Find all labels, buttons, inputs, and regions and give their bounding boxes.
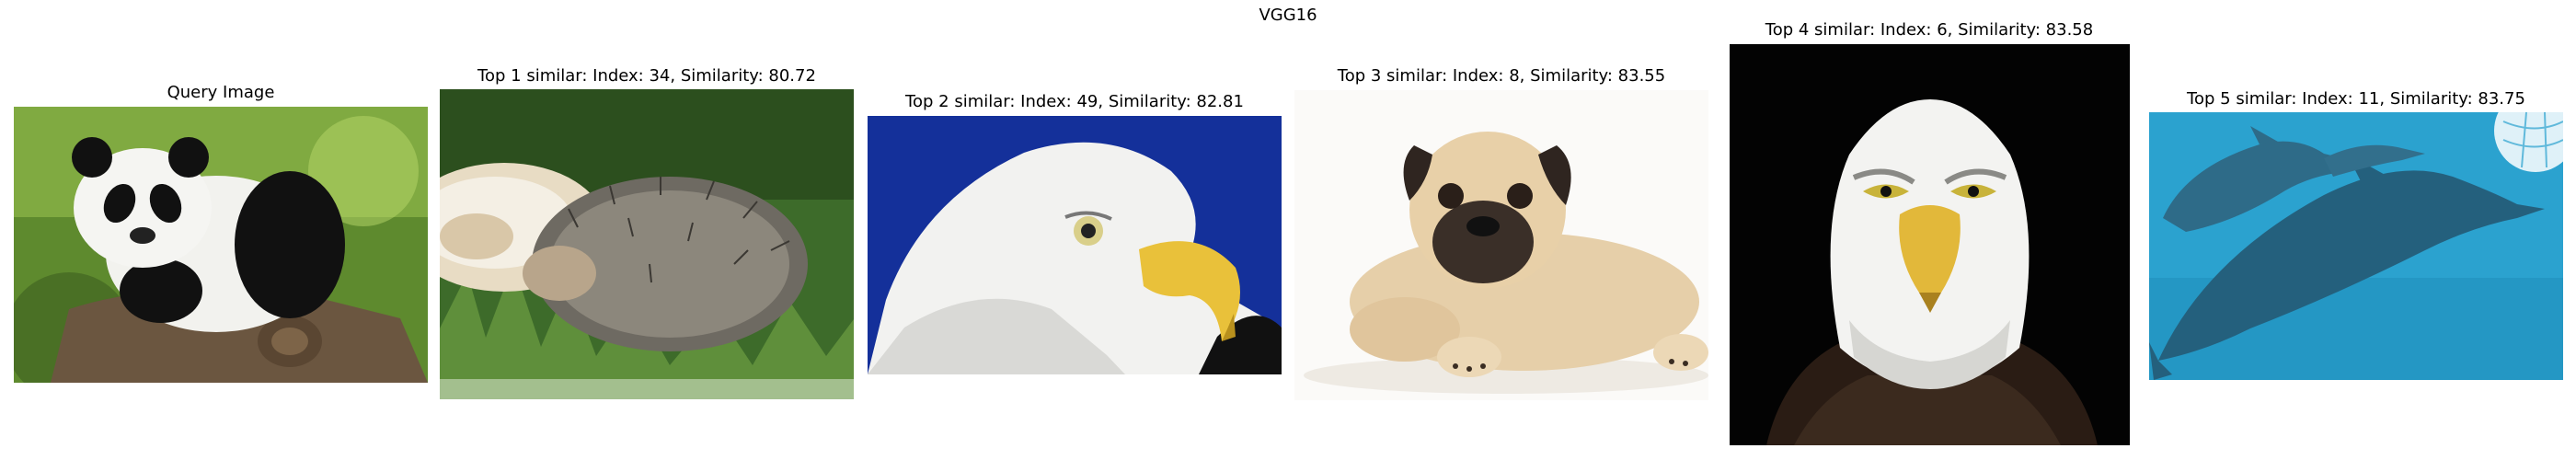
top-1-image-hedgehog <box>440 89 854 399</box>
top-1-title: Top 1 similar: Index: 34, Similarity: 80… <box>477 66 816 86</box>
top-3-title: Top 3 similar: Index: 8, Similarity: 83.… <box>1337 66 1666 86</box>
query-image-panda <box>14 107 428 383</box>
top-4-title: Top 4 similar: Index: 6, Similarity: 83.… <box>1765 20 2094 40</box>
top-4-image-eagle <box>1730 44 2130 445</box>
top-5-image-dolphins <box>2149 112 2563 380</box>
query-image-title: Query Image <box>167 83 275 102</box>
figure-title: VGG16 <box>1259 6 1317 25</box>
top-2-image-eagle <box>868 116 1282 374</box>
top-5-title: Top 5 similar: Index: 11, Similarity: 83… <box>2187 89 2525 109</box>
top-3-image-pug <box>1294 90 1708 400</box>
top-2-title: Top 2 similar: Index: 49, Similarity: 82… <box>905 92 1244 111</box>
